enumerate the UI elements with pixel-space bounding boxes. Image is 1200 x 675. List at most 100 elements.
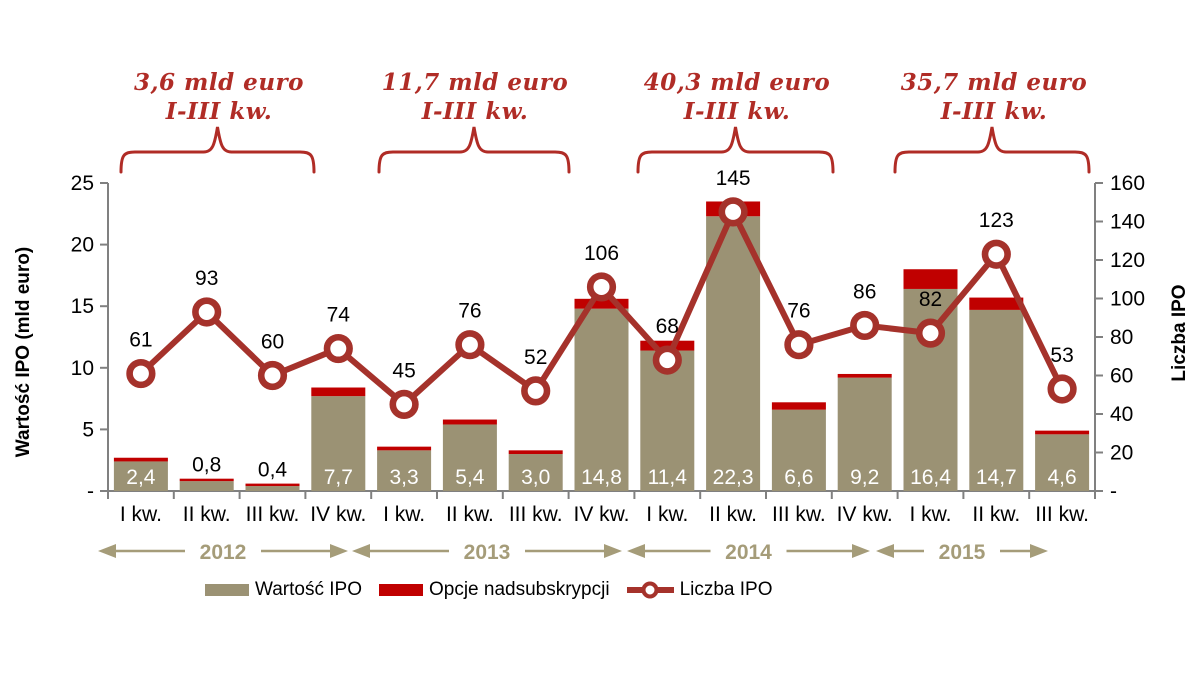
bar-value-4 — [377, 450, 432, 491]
brace-2014 — [636, 126, 835, 174]
annotation-2013-value: 11,7 mld euro — [381, 69, 569, 96]
right-axis-tick-label: 160 — [1110, 172, 1145, 195]
x-axis-label-0: I kw. — [120, 503, 162, 526]
bar-cap-11 — [837, 373, 892, 378]
bar-value-3 — [311, 396, 366, 491]
arrow-left-icon — [627, 544, 645, 558]
bar-label-14: 4,6 — [1047, 466, 1076, 489]
line-marker-6 — [521, 376, 551, 406]
bar-label-13: 14,7 — [976, 466, 1017, 489]
line-marker-10 — [784, 330, 814, 360]
annotation-2014-period: I-III kw. — [683, 98, 791, 125]
overallotment-swatch-icon — [378, 584, 423, 596]
bar-label-7: 14,8 — [581, 466, 622, 489]
left-axis-tick-label: 15 — [71, 295, 94, 318]
year-label-2015: 2015 — [939, 541, 986, 564]
brace-2012 — [119, 126, 316, 174]
line-label-1: 93 — [195, 267, 218, 290]
right-axis-tick-label: 100 — [1110, 288, 1145, 311]
bar-value-7 — [574, 308, 629, 491]
line-marker-5 — [455, 330, 485, 360]
bar-cap-6 — [508, 450, 563, 455]
annotation-2012: 3,6 mld euro I-III kw. — [59, 68, 379, 126]
right-axis-tick-label: 20 — [1110, 442, 1133, 465]
bar-cap-5 — [442, 419, 497, 425]
line-label-5: 76 — [458, 300, 481, 323]
bar-label-0: 2,4 — [126, 466, 156, 489]
circle-marker-icon — [641, 581, 659, 599]
arrow-left-icon — [352, 544, 370, 558]
bar-cap-12 — [903, 269, 958, 289]
x-axis-label-13: II kw. — [972, 503, 1020, 526]
line-label-7: 106 — [584, 242, 619, 265]
line-label-14: 53 — [1050, 344, 1073, 367]
line-marker-4 — [389, 389, 419, 419]
bar-value-6 — [508, 454, 563, 491]
x-axis-label-3: IV kw. — [310, 503, 366, 526]
line-label-2: 60 — [261, 331, 284, 354]
annotation-2013-period: I-III kw. — [421, 98, 529, 125]
x-axis-label-6: III kw. — [509, 503, 563, 526]
year-label-2012: 2012 — [200, 541, 247, 564]
bar-cap-13 — [969, 297, 1024, 310]
arrow-right-icon — [330, 544, 348, 558]
line-marker-2 — [257, 360, 288, 391]
legend-label-liczba-ipo: Liczba IPO — [679, 579, 773, 600]
brace-2015 — [893, 126, 1091, 174]
line-label-4: 45 — [392, 359, 415, 382]
annotation-2014: 40,3 mld euro I-III kw. — [577, 68, 897, 126]
arrow-right-icon — [604, 544, 622, 558]
bar-value-14 — [1035, 434, 1090, 491]
line-marker-7 — [586, 272, 617, 302]
bar-value-10 — [771, 409, 826, 491]
x-axis-label-10: III kw. — [772, 503, 826, 526]
line-marker-9 — [718, 197, 748, 227]
line-label-12: 82 — [919, 288, 942, 311]
bar-cap-1 — [179, 478, 234, 482]
annotation-2014-value: 40,3 mld euro — [643, 69, 831, 96]
line-marker-12 — [915, 318, 946, 348]
x-axis-label-9: II kw. — [709, 503, 757, 526]
line-marker-11 — [850, 310, 880, 341]
bar-label-8: 11,4 — [648, 466, 688, 489]
bar-value-13 — [969, 309, 1024, 491]
right-axis-tick-label: 140 — [1110, 211, 1145, 234]
line-marker-swatch-icon — [626, 581, 674, 599]
bar-cap-7 — [574, 298, 629, 309]
bar-label-12: 16,4 — [910, 466, 951, 489]
bar-label-9: 22,3 — [713, 466, 754, 489]
bar-cap-10 — [771, 402, 826, 410]
left-axis-tick-label: 20 — [71, 234, 94, 257]
right-axis-tick-label: 40 — [1110, 403, 1133, 426]
line-label-10: 76 — [787, 300, 810, 323]
bar-value-5 — [442, 424, 497, 491]
line-label-9: 145 — [716, 167, 751, 190]
annotation-2015-period: I-III kw. — [940, 98, 1048, 125]
bar-value-9 — [706, 216, 761, 491]
annotation-2015: 35,7 mld euro I-III kw. — [834, 68, 1154, 126]
line-marker-1 — [192, 297, 222, 327]
x-axis-label-5: II kw. — [446, 503, 494, 526]
bar-label-4: 3,3 — [389, 466, 418, 489]
year-label-2014: 2014 — [725, 541, 772, 564]
bar-label-5: 5,4 — [455, 466, 485, 489]
line-marker-0 — [126, 358, 156, 389]
arrow-right-icon — [852, 544, 870, 558]
chart-legend: Wartość IPO Opcje nadsubskrypcji Liczba … — [205, 579, 773, 601]
line-marker-8 — [652, 345, 682, 375]
x-axis-label-2: III kw. — [246, 503, 300, 526]
bar-swatch-icon — [205, 584, 249, 596]
bar-cap-0 — [113, 457, 168, 462]
x-axis-label-11: IV kw. — [837, 503, 893, 526]
bar-value-0 — [113, 461, 168, 491]
bar-cap-2 — [245, 483, 300, 487]
line-label-3: 74 — [327, 304, 351, 327]
line-marker-14 — [1047, 374, 1077, 404]
line-label-13: 123 — [979, 209, 1014, 232]
right-axis-tick-label: 60 — [1110, 365, 1133, 388]
brace-2013 — [377, 126, 571, 174]
right-axis-tick-label: 120 — [1110, 249, 1145, 272]
arrow-left-icon — [876, 544, 894, 558]
